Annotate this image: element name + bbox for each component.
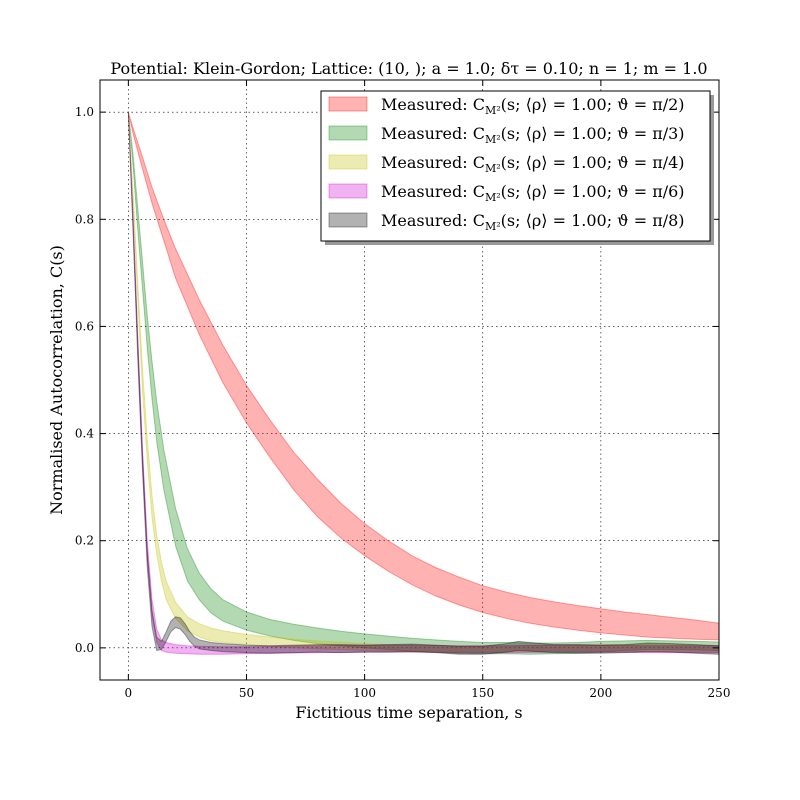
y-tick-label: 0.6 (75, 319, 94, 333)
y-tick-label: 0.2 (75, 534, 94, 548)
x-tick-label: 100 (353, 686, 376, 700)
chart-title: Potential: Klein-Gordon; Lattice: (10, )… (110, 59, 707, 78)
y-tick-label: 0.0 (75, 641, 94, 655)
legend-swatch-4 (328, 183, 368, 199)
legend: Measured: CM²(s; ⟨ρ⟩ = 1.00; ϑ = π/2) Mea… (320, 90, 714, 245)
plot-frame (99, 79, 720, 681)
y-tick-label: 0.4 (75, 427, 94, 441)
legend-swatch-3 (328, 154, 368, 170)
legend-swatch-5 (328, 212, 368, 228)
x-tick-label: 50 (239, 686, 254, 700)
legend-entry-1: Measured: CM²(s; ⟨ρ⟩ = 1.00; ϑ = π/2) (381, 95, 685, 117)
x-tick-label: 250 (708, 686, 731, 700)
legend-swatch-2 (328, 125, 368, 141)
legend-swatch-1 (328, 96, 368, 112)
x-tick-label: 150 (471, 686, 494, 700)
y-tick-label: 1.0 (75, 105, 94, 119)
legend-entry-2: Measured: CM²(s; ⟨ρ⟩ = 1.00; ϑ = π/3) (381, 124, 685, 146)
legend-entry-3: Measured: CM²(s; ⟨ρ⟩ = 1.00; ϑ = π/4) (381, 153, 685, 175)
legend-entry-5: Measured: CM²(s; ⟨ρ⟩ = 1.00; ϑ = π/8) (381, 211, 685, 233)
x-tick-label: 200 (589, 686, 612, 700)
legend-box (320, 90, 711, 242)
x-axis-label: Fictitious time separation, s (295, 703, 522, 722)
legend-entry-4: Measured: CM²(s; ⟨ρ⟩ = 1.00; ϑ = π/6) (381, 182, 685, 204)
x-tick-label: 0 (125, 686, 133, 700)
y-tick-label: 0.8 (75, 212, 94, 226)
axis-ticks: 0 50 100 150 200 250 0.0 0.2 0.4 0.6 0.8 1.0 (75, 80, 731, 700)
y-axis-label: Normalised Autocorrelation, C(s) (47, 245, 66, 515)
